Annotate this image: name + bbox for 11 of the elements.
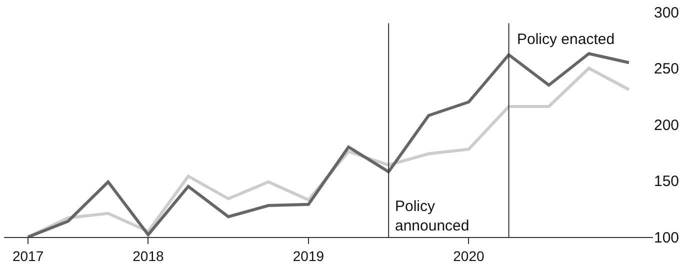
x-tick-label: 2020 (453, 248, 484, 264)
ref-line-label: Policy announced (395, 198, 470, 234)
y-tick-label: 250 (654, 60, 680, 78)
y-tick-label: 300 (654, 4, 680, 22)
y-tick-label: 200 (654, 116, 680, 134)
y-tick-label: 150 (654, 173, 680, 190)
x-tick-label: 2017 (12, 248, 44, 264)
x-tick-label: 2018 (132, 248, 164, 264)
x-tick-label: 2019 (292, 248, 324, 264)
ref-line-label: Policy enacted (517, 31, 615, 48)
y-tick-label: 100 (654, 229, 680, 246)
